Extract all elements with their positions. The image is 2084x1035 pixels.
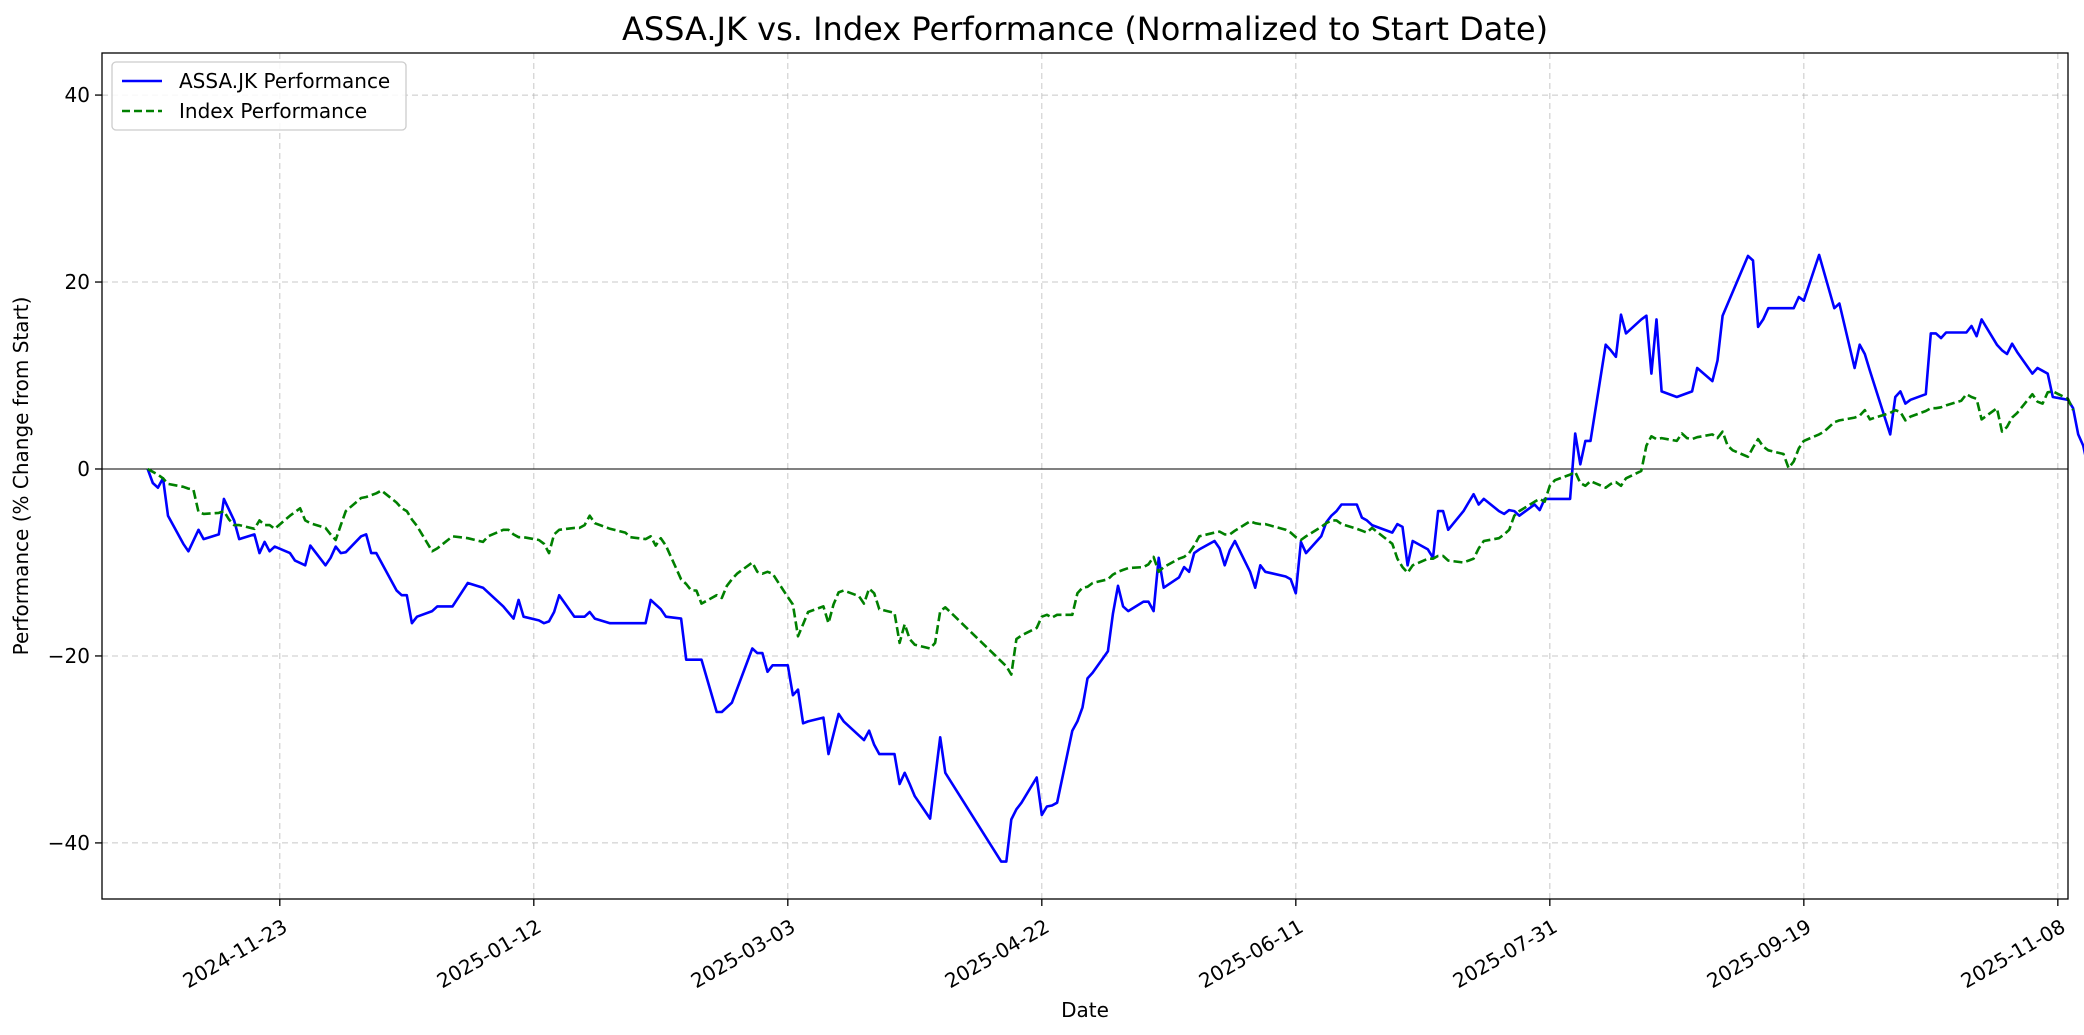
series-line-asset (146, 253, 2084, 863)
legend-box (111, 61, 407, 131)
series-lines (146, 253, 2084, 863)
y-tick-label: 0 (77, 457, 90, 481)
x-axis-label: Date (1061, 998, 1109, 1022)
y-tick-label: −20 (48, 644, 90, 668)
y-axis-label: Performance (% Change from Start) (9, 297, 33, 656)
chart-title: ASSA.JK vs. Index Performance (Normalize… (622, 10, 1548, 48)
y-tick-label: −40 (48, 831, 90, 855)
plot-frame (101, 52, 2069, 900)
y-tick-label: 40 (65, 83, 90, 107)
legend: ASSA.JK Performance Index Performance (111, 61, 407, 131)
y-tick-label: 20 (65, 270, 90, 294)
y-axis-ticks: −40 −20 0 20 40 (48, 83, 102, 855)
legend-label-index: Index Performance (179, 99, 367, 123)
series-line-index (147, 390, 2075, 676)
legend-label-asset: ASSA.JK Performance (179, 69, 390, 93)
